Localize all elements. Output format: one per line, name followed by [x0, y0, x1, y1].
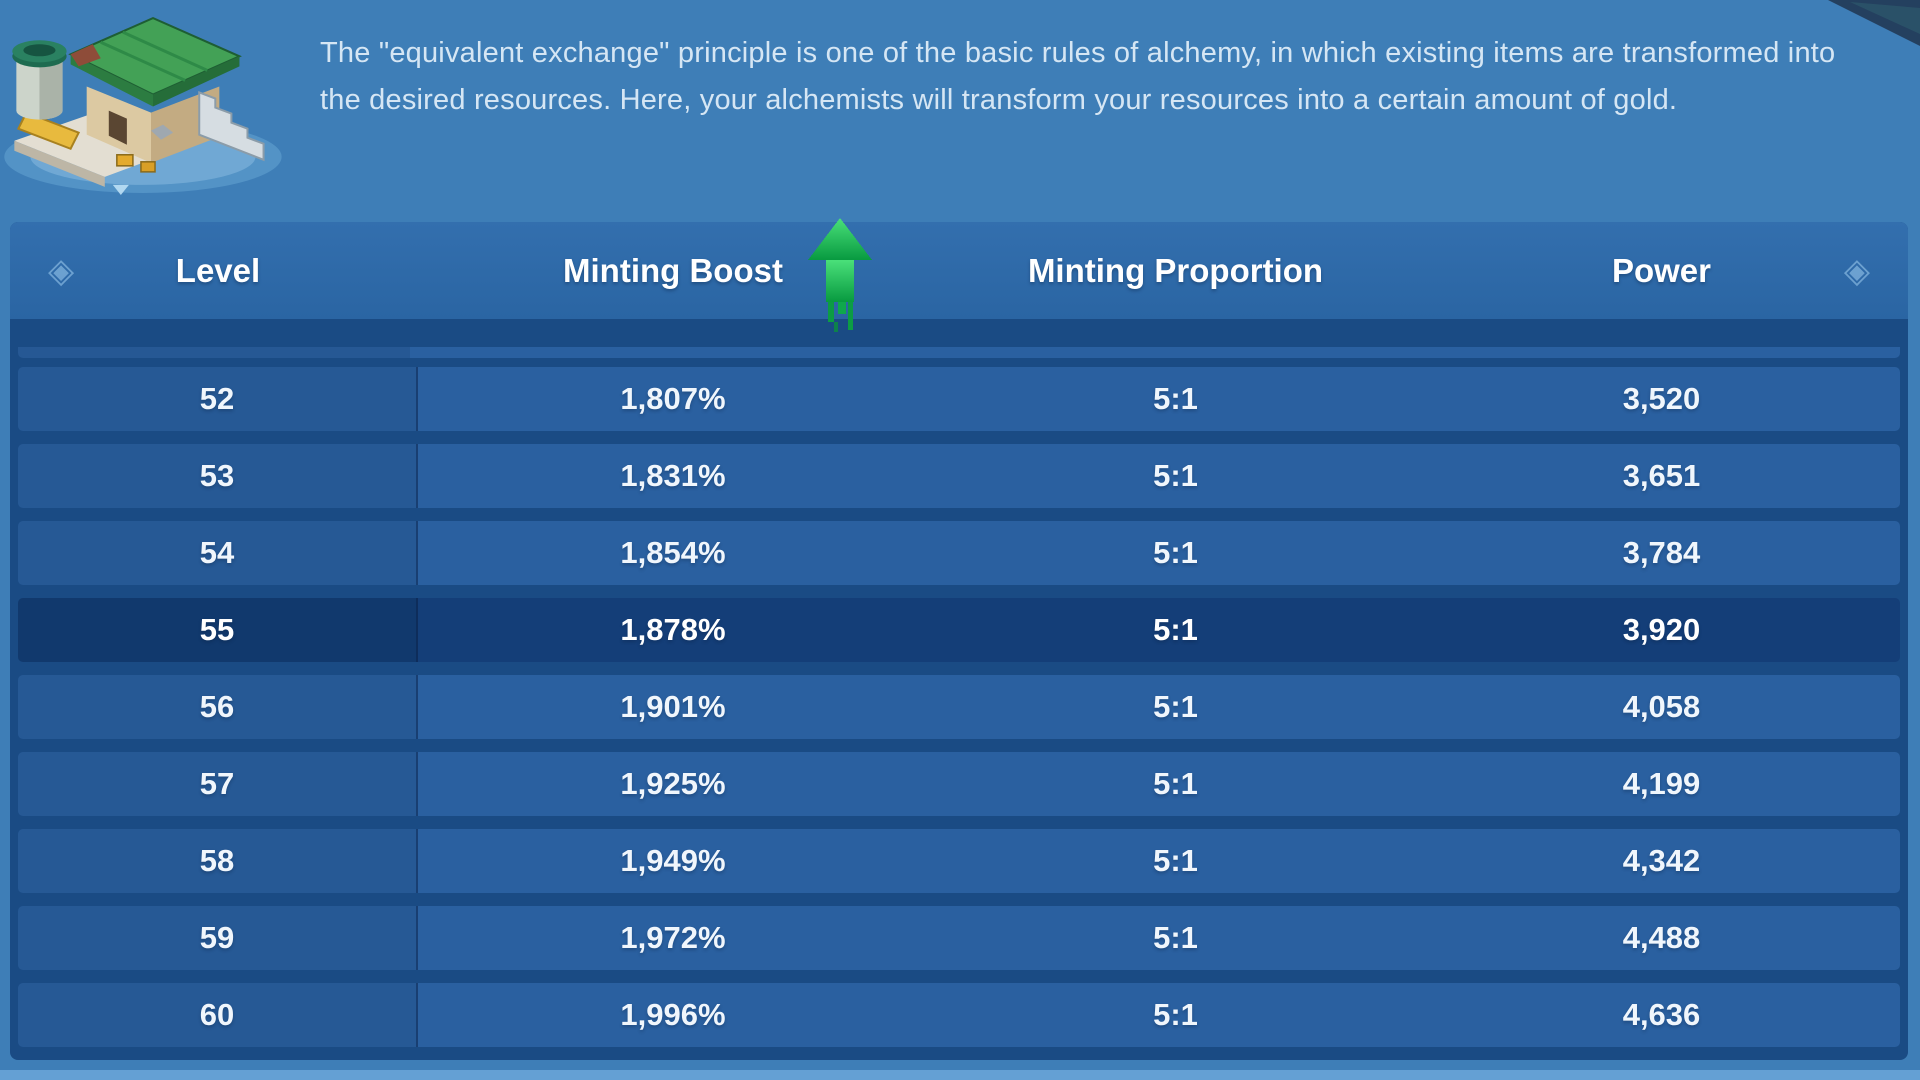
cell-power: 3,520 [1622, 381, 1701, 416]
cell-minting-boost: 1,901% [620, 689, 726, 724]
alchemy-building-icon [4, 17, 282, 195]
cell-level: 55 [18, 598, 418, 662]
cell-minting-boost: 1,972% [620, 920, 726, 955]
cell-minting-proportion: 5:1 [1153, 535, 1198, 570]
minting-table-header: ◈ Level Minting Boost Minting Proportion… [10, 222, 1908, 319]
cell-power: 3,784 [1622, 535, 1701, 570]
cell-minting-boost: 1,878% [620, 612, 726, 647]
column-header-minting-boost: Minting Boost [563, 251, 783, 289]
minting-table-body[interactable]: 52 1,807% 5:1 3,520 53 1,831% 5:1 3,651 … [10, 319, 1908, 1060]
table-row: 53 1,831% 5:1 3,651 [18, 444, 1900, 508]
column-header-power: Power [1611, 251, 1712, 289]
diamond-ornament-right-icon: ◈ [1843, 251, 1870, 290]
cell-power: 4,058 [1622, 689, 1701, 724]
cell-minting-proportion: 5:1 [1153, 458, 1198, 493]
alchemy-building-illustration [0, 0, 302, 200]
cell-minting-proportion: 5:1 [1153, 612, 1198, 647]
cell-minting-proportion: 5:1 [1153, 920, 1198, 955]
cell-level: 56 [18, 675, 418, 739]
table-row: 59 1,972% 5:1 4,488 [18, 906, 1900, 970]
column-header-level: Level [175, 251, 261, 289]
cell-level: 53 [18, 444, 418, 508]
table-row-current-level: 55 1,878% 5:1 3,920 [18, 598, 1900, 662]
cell-minting-proportion: 5:1 [1153, 843, 1198, 878]
cell-minting-boost: 1,831% [620, 458, 726, 493]
table-row: 57 1,925% 5:1 4,199 [18, 752, 1900, 816]
cell-minting-proportion: 5:1 [1153, 997, 1198, 1032]
cell-level: 57 [18, 752, 418, 816]
table-row: 60 1,996% 5:1 4,636 [18, 983, 1900, 1047]
cell-level: 59 [18, 906, 418, 970]
cell-minting-proportion: 5:1 [1153, 689, 1198, 724]
cell-minting-proportion: 5:1 [1153, 381, 1198, 416]
cell-level: 52 [18, 367, 418, 431]
cell-level: 54 [18, 521, 418, 585]
cell-minting-proportion: 5:1 [1153, 766, 1198, 801]
table-row: 52 1,807% 5:1 3,520 [18, 367, 1900, 431]
cell-power: 4,636 [1622, 997, 1701, 1032]
cell-level: 60 [18, 983, 418, 1047]
cell-power: 3,651 [1622, 458, 1701, 493]
table-row: 56 1,901% 5:1 4,058 [18, 675, 1900, 739]
partial-row [18, 347, 1900, 358]
building-description: The "equivalent exchange" principle is o… [320, 37, 1836, 116]
cell-minting-boost: 1,996% [620, 997, 726, 1032]
cell-minting-boost: 1,807% [620, 381, 726, 416]
cell-power: 4,488 [1622, 920, 1701, 955]
table-row: 58 1,949% 5:1 4,342 [18, 829, 1900, 893]
bottom-edge-strip [0, 1070, 1920, 1080]
cell-power: 3,920 [1622, 612, 1701, 647]
cell-power: 4,342 [1622, 843, 1701, 878]
cell-minting-boost: 1,925% [620, 766, 726, 801]
corner-roof-decoration-icon [1828, 0, 1920, 46]
diamond-ornament-left-icon: ◈ [48, 251, 75, 290]
cell-minting-boost: 1,949% [620, 843, 726, 878]
cell-minting-boost: 1,854% [620, 535, 726, 570]
minting-table-panel: ◈ Level Minting Boost Minting Proportion… [10, 222, 1908, 1060]
cell-level: 58 [18, 829, 418, 893]
cell-power: 4,199 [1622, 766, 1701, 801]
green-up-arrow-indicator-icon [808, 218, 872, 332]
column-header-minting-proportion: Minting Proportion [1027, 251, 1324, 289]
table-row: 54 1,854% 5:1 3,784 [18, 521, 1900, 585]
